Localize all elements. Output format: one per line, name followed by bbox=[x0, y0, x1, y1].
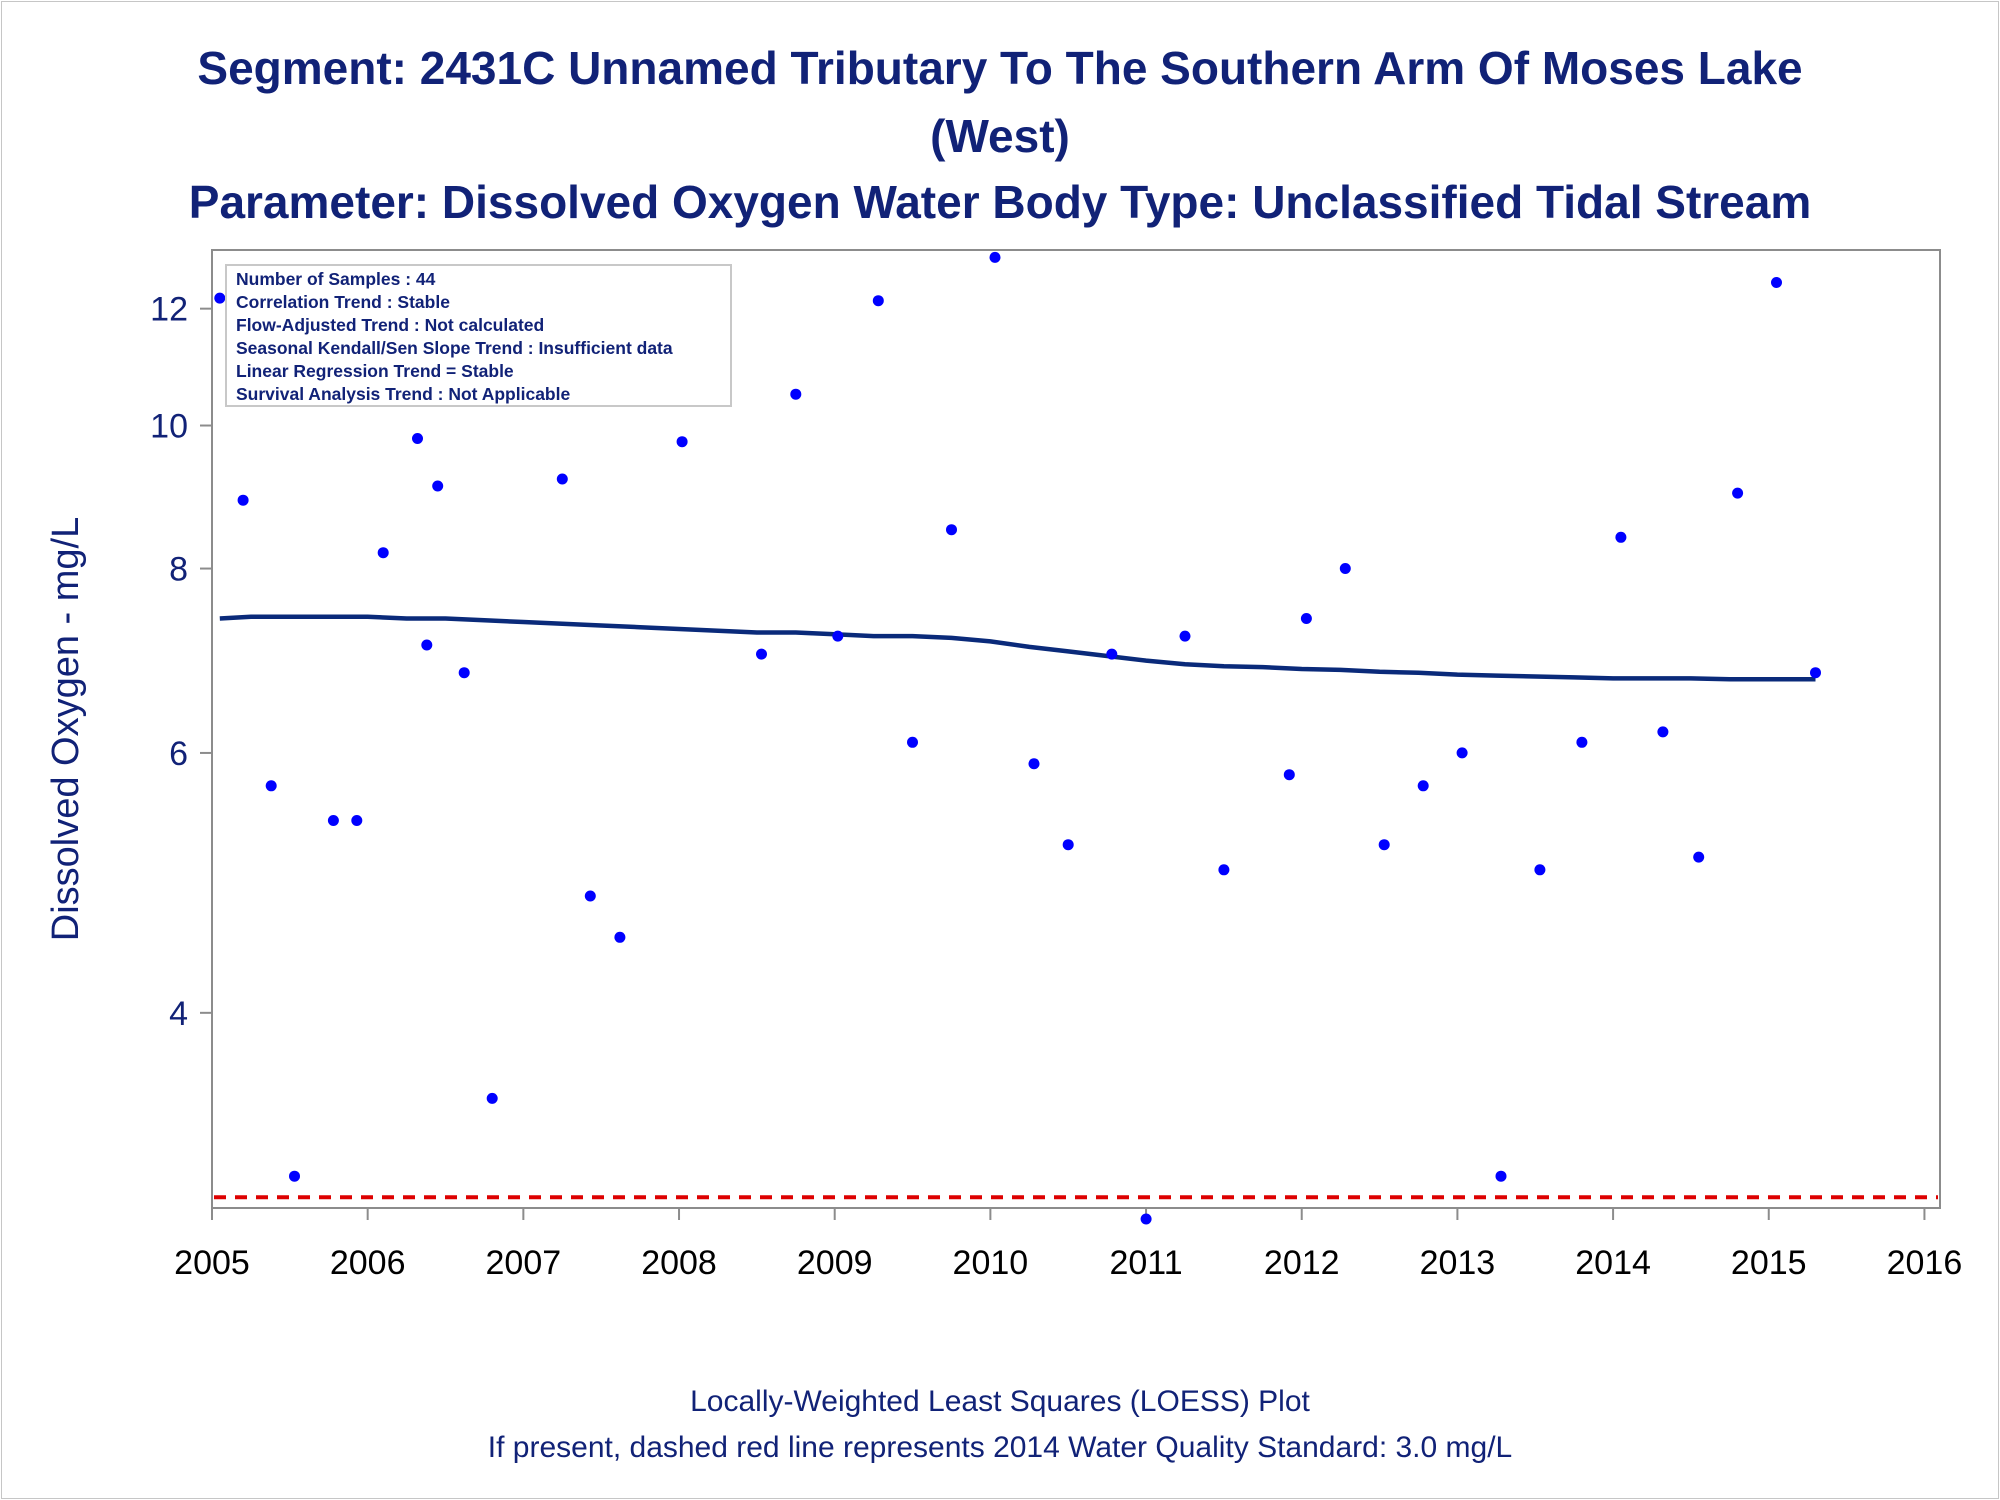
x-tick-label: 2016 bbox=[1887, 1244, 1963, 1282]
data-point bbox=[1495, 1170, 1507, 1182]
data-point bbox=[432, 480, 444, 492]
data-point bbox=[1283, 769, 1295, 781]
data-point bbox=[412, 433, 423, 444]
x-tick-label: 2010 bbox=[953, 1244, 1029, 1282]
info-box-line: Flow-Adjusted Trend : Not calculated bbox=[236, 315, 544, 335]
chart-title-line-2: (West) bbox=[930, 110, 1070, 162]
data-point bbox=[1339, 563, 1351, 574]
y-axis: 4 6 8 10 12 bbox=[150, 291, 212, 1033]
x-tick-label: 2014 bbox=[1575, 1244, 1651, 1282]
data-point bbox=[1028, 758, 1040, 770]
data-point bbox=[421, 639, 433, 651]
data-point bbox=[265, 780, 277, 792]
info-box-line: Correlation Trend : Stable bbox=[236, 292, 450, 312]
data-point bbox=[1456, 747, 1468, 759]
data-point bbox=[1693, 851, 1705, 863]
data-point bbox=[1140, 1213, 1152, 1225]
chart-subtitle: Parameter: Dissolved Oxygen Water Body T… bbox=[188, 176, 1812, 228]
data-point bbox=[989, 251, 1001, 263]
data-point bbox=[1106, 648, 1118, 660]
data-point bbox=[790, 388, 802, 400]
data-point bbox=[351, 815, 363, 826]
data-point bbox=[584, 890, 596, 902]
data-point bbox=[1615, 531, 1627, 543]
data-points bbox=[214, 251, 1821, 1225]
x-tick-label: 2009 bbox=[797, 1244, 873, 1282]
data-point bbox=[1810, 667, 1821, 679]
data-point bbox=[1732, 487, 1744, 499]
info-box-border bbox=[225, 264, 732, 407]
info-box-line: Seasonal Kendall/Sen Slope Trend : Insuf… bbox=[236, 338, 673, 358]
data-point bbox=[377, 547, 389, 559]
data-point bbox=[214, 292, 226, 304]
data-point bbox=[756, 648, 767, 660]
y-axis-label: Dissolved Oxygen - mg/L bbox=[45, 517, 87, 942]
data-point bbox=[832, 630, 844, 642]
footer-line-2: If present, dashed red line represents 2… bbox=[487, 1431, 1513, 1464]
x-tick-label: 2013 bbox=[1420, 1244, 1496, 1282]
info-box-line: Linear Regression Trend = Stable bbox=[236, 361, 514, 381]
data-point bbox=[1657, 726, 1669, 738]
y-tick-label: 4 bbox=[169, 995, 188, 1033]
chart-title-line-1: Segment: 2431C Unnamed Tributary To The … bbox=[197, 42, 1803, 94]
data-point bbox=[458, 667, 470, 679]
data-point bbox=[1062, 839, 1074, 851]
data-point bbox=[1179, 630, 1191, 642]
plot-area-border bbox=[211, 249, 1941, 1209]
data-point bbox=[614, 931, 626, 943]
footer-line-1: Locally-Weighted Least Squares (LOESS) P… bbox=[690, 1385, 1310, 1418]
y-tick-label: 8 bbox=[169, 551, 188, 589]
x-tick-label: 2015 bbox=[1731, 1244, 1807, 1282]
x-axis: 2005 2006 2007 2008 2009 2010 2011 2012 2013 2014… bbox=[174, 1208, 1962, 1282]
info-box-lines: Number of Samples : 44 Correlation Trend … bbox=[236, 269, 673, 404]
x-tick-label: 2005 bbox=[174, 1244, 250, 1282]
loess-trend-line bbox=[219, 614, 1816, 682]
x-tick-label: 2011 bbox=[1109, 1244, 1182, 1282]
x-tick-label: 2012 bbox=[1264, 1244, 1340, 1282]
data-point bbox=[946, 524, 957, 536]
data-point bbox=[676, 436, 688, 448]
data-point bbox=[556, 473, 568, 485]
data-point bbox=[1300, 613, 1312, 624]
info-box-line: Survival Analysis Trend : Not Applicable bbox=[236, 384, 570, 404]
x-tick-label: 2007 bbox=[486, 1244, 562, 1282]
data-point bbox=[237, 494, 249, 506]
y-tick-label: 6 bbox=[169, 735, 188, 773]
y-tick-label: 12 bbox=[150, 291, 188, 329]
data-point bbox=[1576, 736, 1588, 748]
data-point bbox=[1417, 780, 1429, 792]
data-point bbox=[289, 1170, 300, 1182]
data-point bbox=[1771, 277, 1782, 288]
x-tick-label: 2008 bbox=[641, 1244, 717, 1282]
info-box: Number of Samples : 44 Correlation Trend … bbox=[225, 264, 732, 407]
data-point bbox=[907, 736, 918, 748]
info-box-line: Number of Samples : 44 bbox=[236, 269, 436, 289]
data-point bbox=[1218, 864, 1230, 876]
x-tick-label: 2006 bbox=[330, 1244, 406, 1282]
data-point bbox=[1378, 839, 1390, 851]
y-tick-label: 10 bbox=[150, 408, 188, 446]
data-point bbox=[327, 815, 339, 826]
data-point bbox=[872, 295, 884, 307]
data-point bbox=[1534, 864, 1546, 876]
data-point bbox=[486, 1092, 498, 1104]
